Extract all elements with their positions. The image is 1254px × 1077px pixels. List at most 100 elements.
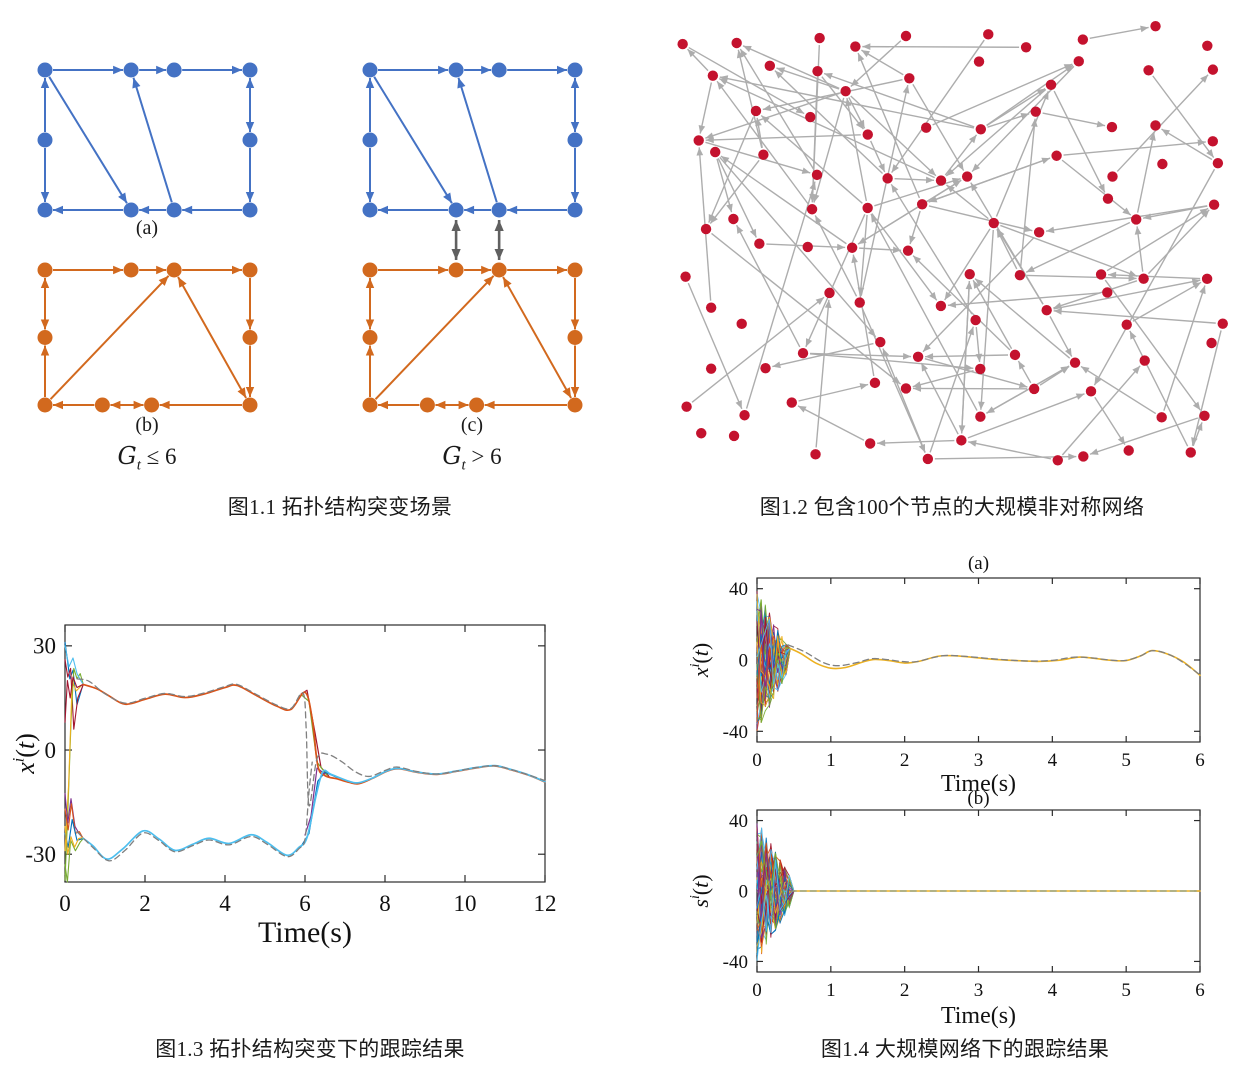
- topology-node: [362, 62, 378, 78]
- network-node: [814, 32, 825, 44]
- sliding-initial-fan: [756, 842, 795, 904]
- topology-node: [242, 262, 258, 278]
- sliding-initial-fan: [756, 877, 795, 947]
- network-node: [1139, 355, 1150, 366]
- y-tick-label: 30: [33, 634, 56, 659]
- network-node: [1143, 65, 1154, 76]
- network-node: [1157, 158, 1168, 170]
- network-node: [1207, 136, 1218, 147]
- network-node: [1069, 357, 1081, 368]
- topology-graph-a: [37, 62, 258, 218]
- figure-1-1-condition-right: Gt > 6: [442, 442, 502, 474]
- network-node: [904, 73, 915, 84]
- topology-node: [448, 202, 464, 218]
- topology-graph-b: [37, 262, 258, 413]
- network-node: [916, 199, 928, 210]
- figure-1-1-sublabel-c: (c): [460, 414, 484, 436]
- topology-graph-c-bottom: [362, 262, 583, 413]
- figure-1-4-caption: 图1.4 大规模网络下的跟踪结果: [820, 1037, 1110, 1061]
- series-layer: [756, 591, 1201, 731]
- network-node: [681, 401, 692, 412]
- x-tick-label: 12: [534, 891, 557, 916]
- network-node: [710, 146, 721, 158]
- topology-node: [37, 202, 53, 218]
- x-axis-label: Time(s): [941, 771, 1016, 797]
- x-tick-label: 5: [1121, 980, 1131, 1001]
- x-tick-label: 4: [1048, 980, 1058, 1001]
- network-node: [846, 242, 858, 253]
- network-node: [1185, 447, 1196, 458]
- topology-node: [166, 62, 182, 78]
- x-tick-label: 1: [826, 750, 836, 771]
- x-tick-label: 2: [900, 750, 910, 771]
- network-node: [964, 268, 975, 280]
- topology-node: [448, 62, 464, 78]
- network-node: [731, 37, 742, 49]
- network-node: [1028, 383, 1040, 395]
- x-tick-label: 6: [1195, 980, 1205, 1001]
- followers-converged: [789, 647, 1201, 677]
- figure-1-2-caption: 图1.2 包含100个节点的大规模非对称网络: [759, 495, 1145, 519]
- x-tick-label: 5: [1121, 750, 1131, 771]
- network-node: [1206, 337, 1217, 349]
- topology-node: [362, 330, 378, 345]
- figure-1-2-network-graph: [677, 20, 1228, 466]
- topology-node: [491, 62, 507, 78]
- figure-1-1-topology-diagram: [37, 62, 583, 413]
- y-axis-label: xi(t): [687, 643, 713, 678]
- network-node: [1009, 349, 1021, 361]
- followers-initial-fan: [756, 648, 791, 721]
- network-node: [920, 122, 932, 133]
- x-tick-label: 0: [752, 750, 762, 771]
- transient-6: [64, 803, 84, 839]
- topology-node: [166, 262, 182, 278]
- network-node: [786, 397, 797, 408]
- topology-node: [123, 262, 139, 278]
- network-node: [864, 438, 876, 449]
- network-node: [1030, 106, 1041, 117]
- network-node: [970, 314, 981, 326]
- topology-node: [242, 397, 258, 413]
- sliding-initial-fan: [756, 860, 795, 961]
- y-tick-label: -40: [723, 952, 748, 973]
- network-node: [882, 173, 893, 184]
- topology-node: [362, 397, 378, 413]
- network-node: [1156, 412, 1167, 423]
- network-node: [812, 65, 823, 77]
- network-node: [707, 70, 719, 81]
- network-node: [1041, 305, 1052, 316]
- network-node: [900, 383, 912, 394]
- subplot-title: (b): [967, 788, 989, 809]
- network-node: [1121, 319, 1132, 330]
- topology-node: [567, 62, 583, 78]
- topology-node: [123, 202, 139, 218]
- topology-node: [37, 132, 53, 148]
- transient-11: [64, 676, 84, 723]
- topology-graph-c-top: [362, 62, 583, 218]
- network-node: [760, 362, 771, 374]
- network-node: [764, 60, 776, 72]
- topology-node: [448, 262, 464, 278]
- network-node: [797, 347, 809, 359]
- topology-node: [567, 262, 583, 278]
- y-tick-label: 0: [739, 881, 749, 902]
- network-node: [750, 105, 762, 117]
- network-node: [1150, 20, 1161, 32]
- network-node: [696, 428, 707, 439]
- network-node: [854, 297, 865, 308]
- topology-node: [362, 202, 378, 218]
- topology-node: [362, 132, 378, 148]
- network-nodes: [677, 20, 1228, 466]
- figure-1-1-caption: 图1.1 拓扑结构突变场景: [227, 495, 453, 519]
- topology-node: [242, 202, 258, 218]
- y-axis-label: si(t): [687, 874, 713, 907]
- followers-initial-fan: [756, 618, 791, 685]
- transient-4: [64, 680, 84, 852]
- network-node: [850, 41, 861, 52]
- network-node: [900, 30, 912, 42]
- network-node: [728, 213, 739, 225]
